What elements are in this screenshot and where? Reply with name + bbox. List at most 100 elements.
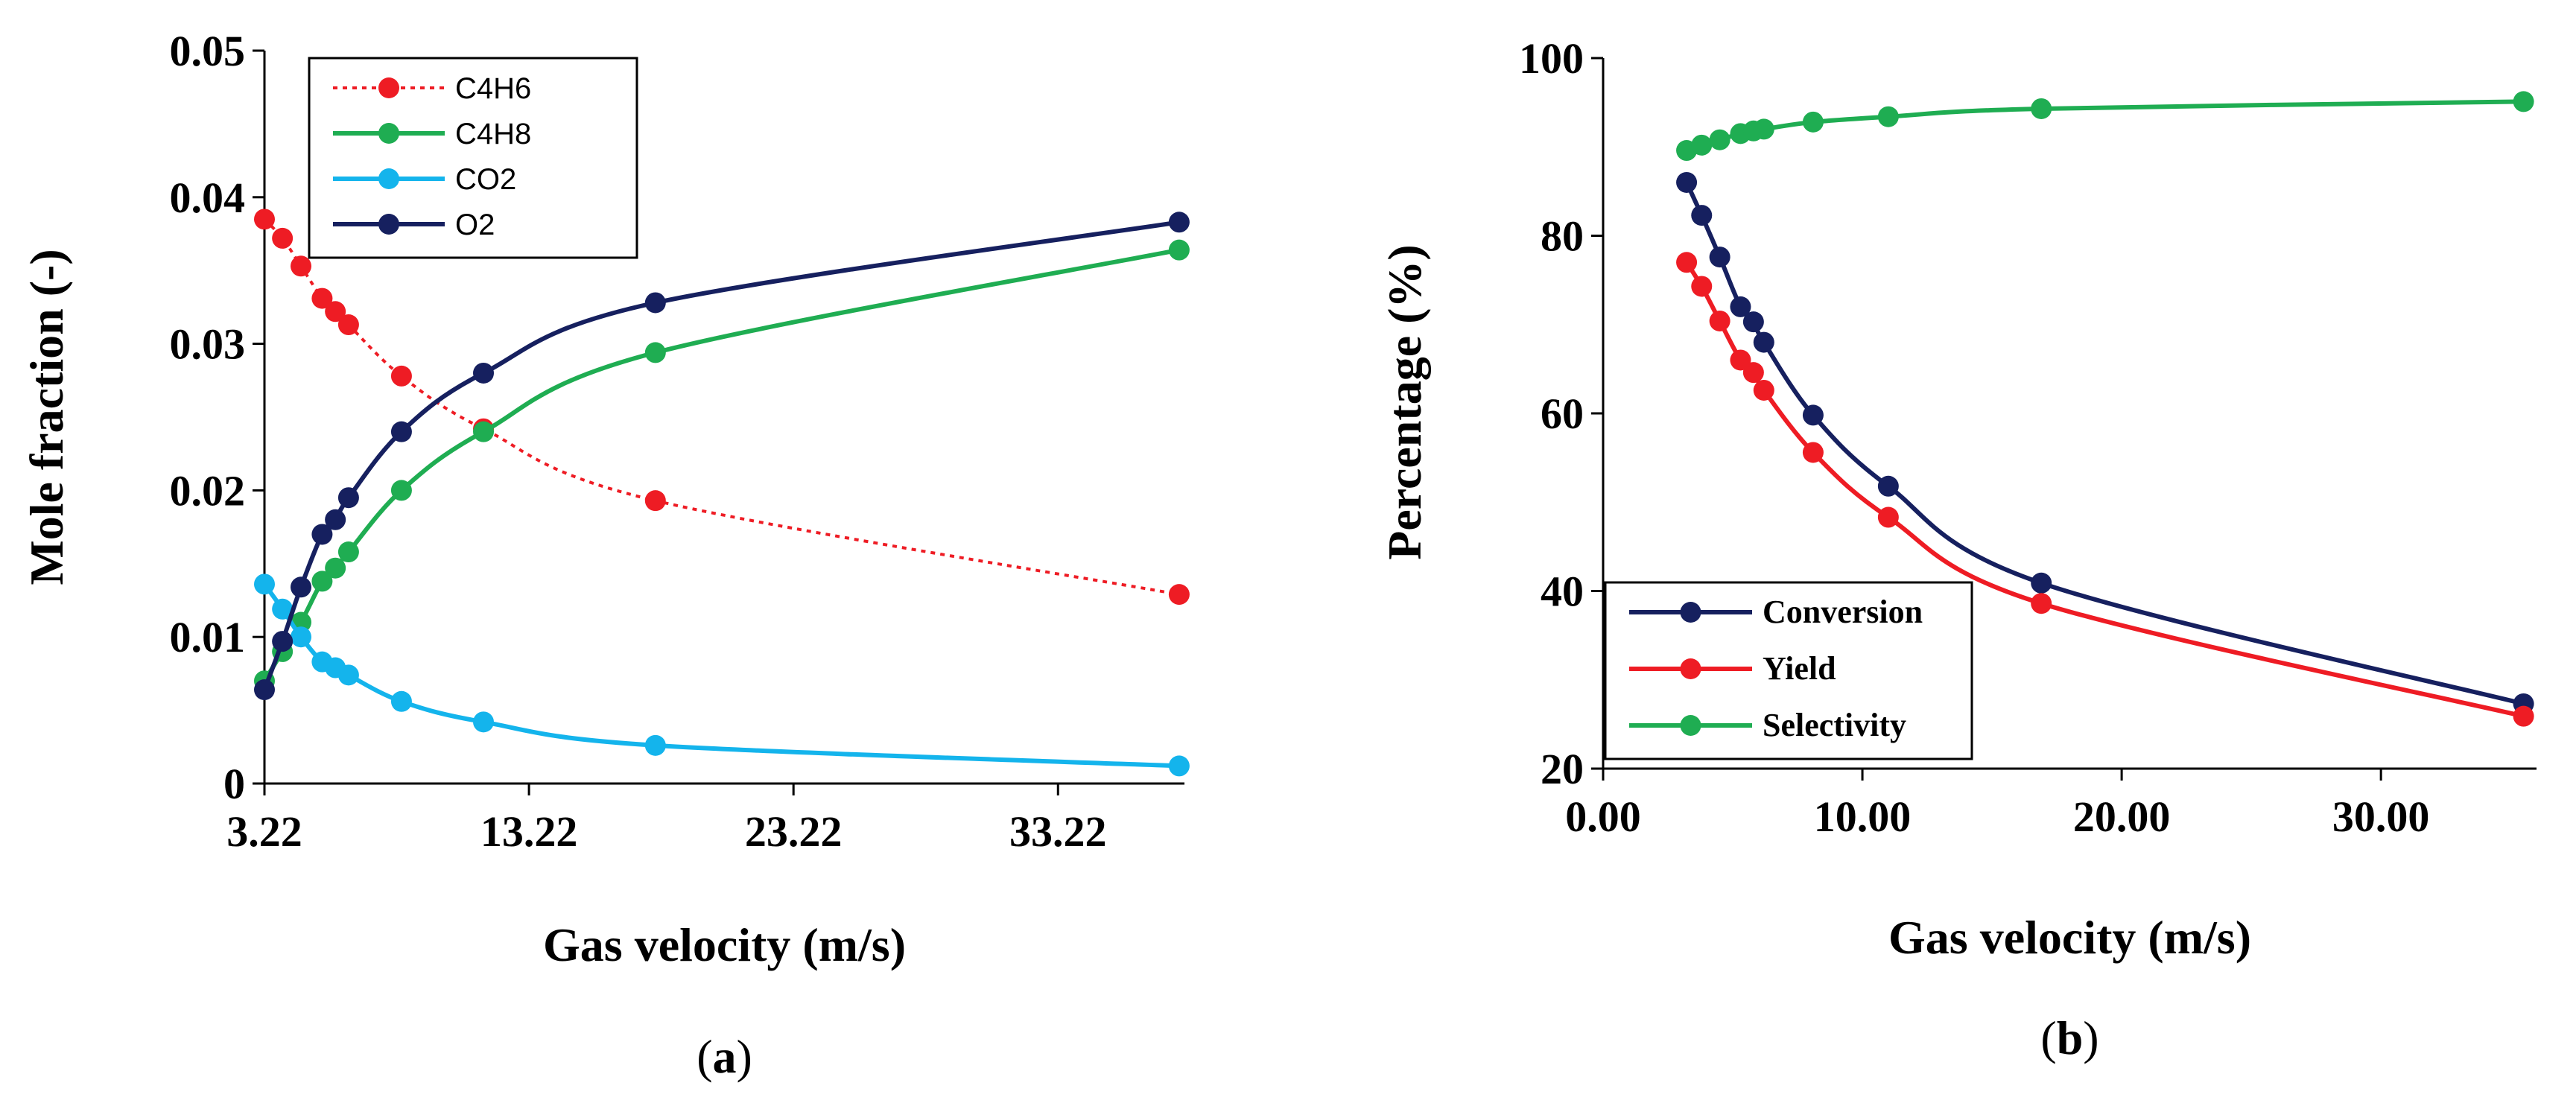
data-point	[1168, 584, 1190, 606]
data-point	[337, 314, 359, 336]
chart-panel-a: 0 0.01 0.02 0.03 0.04 0.05 3.22 13.22 23.22 33.22…	[20, 27, 1190, 1083]
x-axis-title: Gas velocity (m/s)	[543, 918, 906, 971]
data-point	[254, 209, 275, 230]
data-point	[1676, 171, 1698, 193]
data-point	[325, 557, 346, 579]
x-tick-label: 3.22	[226, 807, 302, 856]
panel-label-letter: a	[713, 1030, 737, 1083]
x-tick-label: 20.00	[2073, 792, 2171, 841]
legend-label: Selectivity	[1763, 707, 1906, 743]
legend: Conversion Yield Selectivity	[1604, 581, 1973, 760]
data-point	[337, 664, 359, 686]
data-point	[644, 490, 666, 512]
data-point	[1802, 404, 1824, 426]
data-point	[311, 287, 333, 309]
data-point	[2513, 705, 2534, 727]
data-point	[311, 571, 333, 592]
data-point	[1709, 310, 1730, 331]
data-point	[291, 626, 312, 648]
data-point	[644, 292, 666, 314]
legend-marker	[378, 214, 399, 235]
series-line	[262, 220, 1180, 691]
data-point	[473, 421, 495, 442]
series-line	[262, 247, 1180, 682]
legend-marker	[1680, 602, 1701, 623]
legend-marker	[1680, 715, 1701, 736]
data-point	[291, 576, 312, 598]
data-point	[2031, 593, 2052, 614]
data-point	[1691, 276, 1713, 297]
data-point	[390, 421, 412, 442]
data-point	[473, 711, 495, 733]
panel-label: (a)	[697, 1030, 752, 1083]
data-point	[2031, 572, 2052, 594]
data-point	[644, 342, 666, 363]
data-point	[1168, 755, 1190, 777]
data-point	[311, 524, 333, 545]
x-tick-label: 30.00	[2332, 792, 2430, 841]
data-point	[1730, 296, 1751, 317]
data-point	[1730, 349, 1751, 371]
series-c4h6	[254, 209, 1190, 606]
data-point	[325, 301, 346, 322]
data-point	[1802, 442, 1824, 463]
series-o2	[254, 212, 1190, 701]
series-line	[262, 582, 1180, 769]
data-point	[390, 365, 412, 387]
data-point	[291, 255, 312, 277]
data-point	[1753, 379, 1774, 401]
y-tick-label: 60	[1541, 390, 1584, 438]
data-point	[337, 541, 359, 563]
series-selectivity	[1676, 91, 2534, 162]
legend-label: O2	[455, 209, 495, 241]
y-tick-label: 0.04	[170, 174, 246, 222]
y-tick-label: 20	[1541, 745, 1584, 793]
legend: C4H6 C4H8 CO2 O2	[308, 57, 638, 259]
data-point	[473, 362, 495, 384]
data-point	[1742, 311, 1764, 333]
y-tick-label: 100	[1519, 34, 1584, 83]
y-tick-label: 0.02	[170, 466, 246, 515]
y-tick-label: 0	[223, 760, 245, 808]
data-point	[644, 734, 666, 756]
data-point	[1709, 129, 1730, 150]
x-tick-label: 10.00	[1814, 792, 1912, 841]
y-tick-label: 0.01	[170, 613, 246, 661]
data-point	[272, 227, 294, 249]
data-point	[1168, 239, 1190, 261]
y-axis-title: Mole fraction (-)	[20, 249, 73, 585]
data-point	[325, 509, 346, 530]
legend-label: Conversion	[1763, 594, 1923, 630]
data-point	[390, 480, 412, 501]
data-point	[272, 598, 294, 620]
data-point	[254, 573, 275, 595]
series-yield	[1676, 252, 2534, 727]
y-tick-label: 80	[1541, 212, 1584, 261]
data-point	[390, 690, 412, 712]
chart-panel-b: 20 40 60 80 100 0.00 10.00 20.00 30.00 Gas veloci…	[1378, 34, 2537, 1064]
data-point	[1168, 212, 1190, 233]
data-point	[1753, 118, 1774, 140]
data-point	[1676, 252, 1698, 273]
data-point	[1877, 475, 1899, 497]
data-point	[1877, 506, 1899, 528]
legend-label: Yield	[1763, 650, 1836, 687]
data-point	[254, 679, 275, 701]
legend-marker	[1680, 658, 1701, 679]
legend-marker	[378, 77, 399, 98]
legend-label: C4H6	[455, 72, 531, 105]
y-axis-title: Percentage (%)	[1378, 244, 1431, 560]
legend-marker	[378, 168, 399, 189]
x-tick-label: 13.22	[480, 807, 578, 856]
legend-label: CO2	[455, 163, 516, 196]
y-tick-label: 0.05	[170, 27, 246, 75]
y-tick-label: 40	[1541, 568, 1584, 616]
series-c4h8	[254, 239, 1190, 692]
x-axis-title: Gas velocity (m/s)	[1888, 911, 2251, 964]
x-tick-label: 33.22	[1009, 807, 1107, 856]
y-tick-label: 0.03	[170, 320, 246, 369]
legend-label: C4H8	[455, 118, 531, 150]
series-co2	[254, 573, 1190, 777]
data-point	[1802, 111, 1824, 133]
data-point	[1709, 247, 1730, 268]
